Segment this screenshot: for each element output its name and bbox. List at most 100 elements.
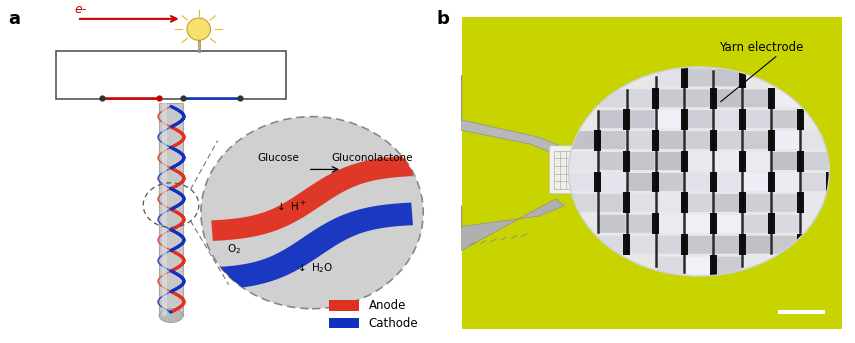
Bar xyxy=(162,103,168,316)
FancyBboxPatch shape xyxy=(657,194,683,212)
Bar xyxy=(768,172,775,192)
FancyBboxPatch shape xyxy=(569,194,597,212)
FancyBboxPatch shape xyxy=(628,215,654,233)
FancyBboxPatch shape xyxy=(628,194,654,212)
FancyBboxPatch shape xyxy=(715,131,741,149)
FancyBboxPatch shape xyxy=(598,194,626,212)
FancyBboxPatch shape xyxy=(801,173,828,191)
FancyBboxPatch shape xyxy=(686,68,712,86)
Polygon shape xyxy=(462,75,564,154)
Bar xyxy=(623,192,630,213)
FancyBboxPatch shape xyxy=(598,236,626,254)
FancyBboxPatch shape xyxy=(715,236,741,254)
Text: e-: e- xyxy=(74,3,87,16)
FancyBboxPatch shape xyxy=(686,110,712,128)
FancyBboxPatch shape xyxy=(715,89,741,107)
FancyBboxPatch shape xyxy=(744,152,770,170)
FancyBboxPatch shape xyxy=(744,89,770,107)
FancyBboxPatch shape xyxy=(715,110,741,128)
FancyBboxPatch shape xyxy=(657,173,683,191)
FancyBboxPatch shape xyxy=(772,89,799,107)
FancyBboxPatch shape xyxy=(686,257,712,275)
FancyBboxPatch shape xyxy=(715,173,741,191)
Bar xyxy=(652,130,659,151)
FancyBboxPatch shape xyxy=(628,131,654,149)
FancyBboxPatch shape xyxy=(744,194,770,212)
FancyBboxPatch shape xyxy=(549,146,583,194)
Bar xyxy=(681,151,688,172)
FancyBboxPatch shape xyxy=(686,215,712,233)
FancyBboxPatch shape xyxy=(744,173,770,191)
Ellipse shape xyxy=(159,309,183,322)
FancyBboxPatch shape xyxy=(772,236,799,254)
FancyBboxPatch shape xyxy=(628,152,654,170)
FancyBboxPatch shape xyxy=(744,110,770,128)
Text: O$_2$: O$_2$ xyxy=(227,242,241,256)
FancyBboxPatch shape xyxy=(628,110,654,128)
Polygon shape xyxy=(211,156,413,241)
FancyBboxPatch shape xyxy=(628,173,654,191)
FancyBboxPatch shape xyxy=(598,173,626,191)
FancyBboxPatch shape xyxy=(628,89,654,107)
FancyBboxPatch shape xyxy=(715,68,741,86)
FancyBboxPatch shape xyxy=(569,173,597,191)
FancyBboxPatch shape xyxy=(657,215,683,233)
FancyBboxPatch shape xyxy=(686,152,712,170)
FancyBboxPatch shape xyxy=(801,131,828,149)
FancyBboxPatch shape xyxy=(657,89,683,107)
Circle shape xyxy=(569,67,829,276)
FancyBboxPatch shape xyxy=(744,236,770,254)
Legend: Anode, Cathode: Anode, Cathode xyxy=(326,296,422,334)
Bar xyxy=(768,130,775,151)
Bar xyxy=(797,151,804,172)
Bar xyxy=(159,103,183,316)
Bar xyxy=(594,172,601,192)
FancyBboxPatch shape xyxy=(657,110,683,128)
Polygon shape xyxy=(211,203,413,290)
FancyBboxPatch shape xyxy=(686,131,712,149)
FancyBboxPatch shape xyxy=(657,236,683,254)
FancyBboxPatch shape xyxy=(715,194,741,212)
FancyBboxPatch shape xyxy=(744,131,770,149)
FancyBboxPatch shape xyxy=(772,152,799,170)
Bar xyxy=(623,151,630,172)
Bar xyxy=(56,51,286,99)
FancyBboxPatch shape xyxy=(686,89,712,107)
Bar xyxy=(462,17,842,329)
Bar xyxy=(710,88,717,109)
FancyBboxPatch shape xyxy=(772,173,799,191)
Text: a: a xyxy=(9,10,21,28)
Ellipse shape xyxy=(201,117,423,309)
Bar xyxy=(710,172,717,192)
FancyBboxPatch shape xyxy=(801,152,828,170)
Bar xyxy=(594,130,601,151)
Polygon shape xyxy=(462,199,564,250)
FancyBboxPatch shape xyxy=(598,152,626,170)
Text: Yarn electrode: Yarn electrode xyxy=(719,41,804,54)
Circle shape xyxy=(569,67,829,276)
FancyBboxPatch shape xyxy=(744,215,770,233)
Bar xyxy=(652,213,659,234)
Bar xyxy=(768,213,775,234)
Text: Gluconolactone: Gluconolactone xyxy=(331,153,413,163)
Text: $\downarrow$ H$^+$: $\downarrow$ H$^+$ xyxy=(274,200,306,212)
FancyBboxPatch shape xyxy=(715,257,741,275)
Bar xyxy=(623,234,630,255)
FancyBboxPatch shape xyxy=(657,68,683,86)
Bar xyxy=(768,88,775,109)
Ellipse shape xyxy=(201,117,423,309)
FancyBboxPatch shape xyxy=(628,236,654,254)
Bar xyxy=(826,172,833,192)
Bar xyxy=(797,109,804,130)
Text: b: b xyxy=(436,10,449,28)
Text: $\downarrow$ H$_2$O: $\downarrow$ H$_2$O xyxy=(295,261,333,275)
Bar xyxy=(710,255,717,276)
FancyBboxPatch shape xyxy=(686,194,712,212)
Bar xyxy=(710,213,717,234)
FancyBboxPatch shape xyxy=(598,110,626,128)
FancyBboxPatch shape xyxy=(569,152,597,170)
Text: Glucose: Glucose xyxy=(257,153,298,163)
Bar xyxy=(681,192,688,213)
FancyBboxPatch shape xyxy=(772,131,799,149)
Bar xyxy=(739,151,746,172)
